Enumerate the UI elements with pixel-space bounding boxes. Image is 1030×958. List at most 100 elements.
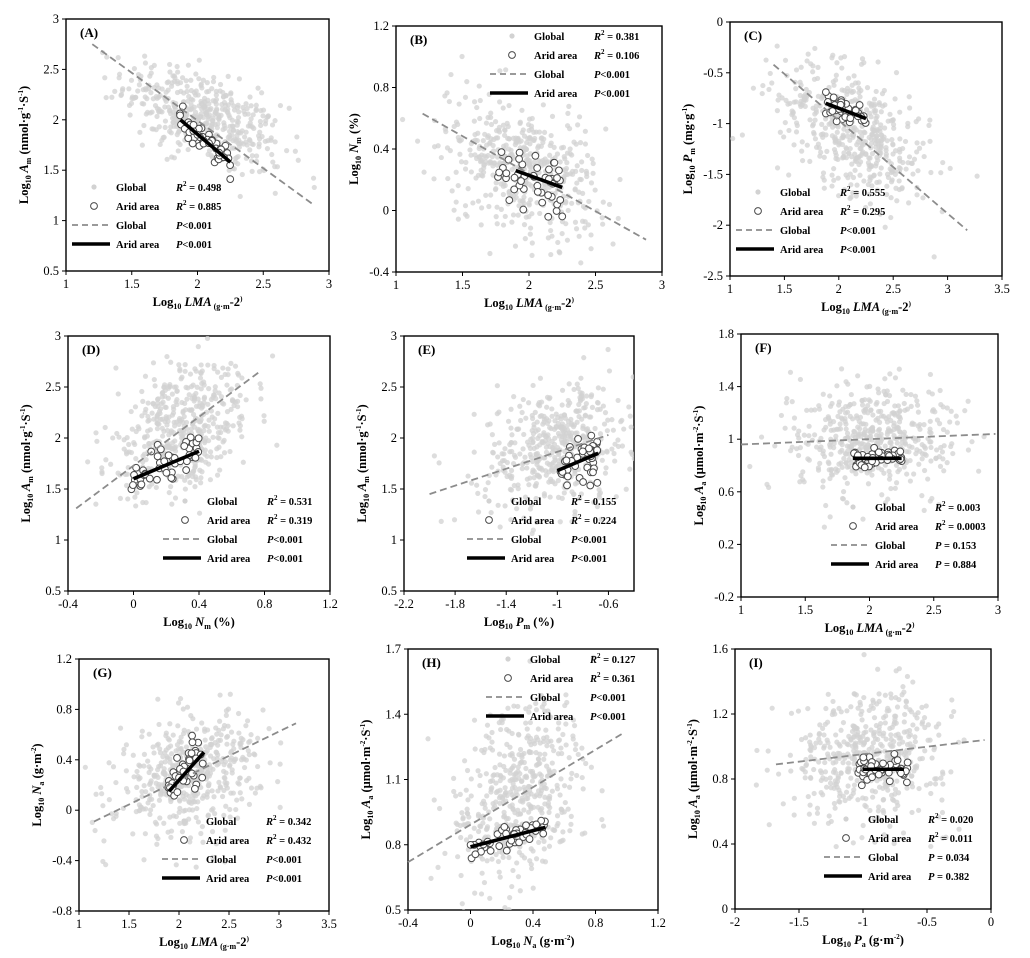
global-point: [588, 246, 594, 252]
global-point: [134, 768, 140, 775]
y-axis-label: Log10 Aa (μmol·m-2·S-1): [692, 406, 708, 526]
legend-arid-circle: [504, 674, 512, 682]
global-point: [875, 808, 881, 814]
global-point: [867, 177, 873, 184]
global-point: [888, 485, 894, 492]
global-point: [565, 806, 571, 812]
global-point: [527, 136, 533, 142]
global-point: [172, 438, 178, 444]
x-tick-label: 2.5: [221, 917, 237, 931]
global-point: [839, 464, 845, 470]
global-point: [171, 73, 177, 79]
global-point: [811, 820, 818, 826]
global-point: [529, 778, 535, 784]
global-point: [577, 176, 583, 182]
global-point: [798, 64, 804, 70]
global-point: [217, 467, 223, 473]
global-point: [219, 793, 226, 800]
global-point: [857, 94, 863, 100]
arid-point: [190, 784, 199, 793]
global-point: [195, 819, 201, 825]
global-point: [523, 765, 529, 772]
global-point: [145, 800, 151, 806]
panel-label: (D): [82, 342, 100, 357]
panel-label: (F): [755, 340, 772, 355]
global-point: [933, 455, 939, 462]
global-point: [130, 752, 136, 758]
x-tick-label: 0.8: [588, 916, 604, 930]
global-point: [823, 705, 829, 712]
global-point: [903, 704, 909, 710]
arid-points: [494, 148, 567, 221]
global-point: [152, 102, 159, 109]
global-point: [557, 250, 563, 256]
global-point: [555, 458, 561, 464]
global-point: [508, 475, 515, 482]
y-tick-label: 1.5: [43, 163, 59, 177]
global-point: [505, 705, 511, 711]
global-point: [490, 142, 496, 149]
global-point: [461, 909, 466, 910]
global-point: [897, 109, 903, 115]
global-point: [813, 740, 819, 746]
global-point: [839, 65, 845, 71]
global-point: [896, 696, 902, 703]
global-point: [169, 154, 175, 160]
global-point: [198, 362, 204, 368]
y-tick-label: 0.5: [43, 264, 59, 278]
global-point: [823, 502, 829, 509]
global-point: [467, 834, 474, 840]
global-point: [949, 697, 955, 703]
global-point: [483, 154, 489, 160]
global-point: [821, 743, 827, 749]
global-point: [897, 136, 903, 142]
global-point: [225, 371, 231, 378]
global-point: [475, 509, 482, 515]
global-point: [169, 501, 175, 507]
global-point: [821, 427, 827, 433]
global-point: [925, 476, 931, 482]
global-point: [511, 394, 517, 400]
global-point: [851, 782, 858, 788]
global-point: [812, 117, 818, 123]
y-tick-label: 1.7: [385, 642, 401, 656]
global-point: [821, 453, 828, 460]
global-point: [485, 480, 491, 486]
global-point: [237, 790, 243, 796]
global-point: [874, 179, 880, 186]
global-point: [847, 171, 853, 177]
global-point: [175, 148, 181, 154]
global-point: [897, 165, 903, 172]
global-point: [185, 62, 192, 68]
global-point: [807, 747, 813, 753]
global-point: [125, 496, 131, 502]
global-point: [247, 147, 253, 153]
global-point: [261, 413, 267, 419]
global-point: [940, 456, 946, 462]
global-point: [206, 88, 212, 94]
global-point: [168, 834, 174, 840]
global-point: [229, 145, 235, 151]
global-point: [164, 156, 170, 162]
global-point: [609, 446, 615, 452]
global-point: [228, 97, 234, 103]
global-point: [474, 482, 480, 488]
global-point: [612, 458, 618, 464]
global-point: [907, 707, 913, 713]
y-axis-label: Log10 Pm (mg·g-1): [681, 104, 697, 195]
global-point: [208, 152, 214, 158]
global-point: [782, 425, 788, 431]
global-point: [907, 478, 913, 484]
global-point: [274, 164, 281, 170]
global-point: [451, 775, 457, 781]
global-point: [853, 471, 859, 477]
global-point: [529, 240, 535, 246]
global-point: [515, 764, 521, 770]
global-point: [494, 383, 500, 389]
global-point: [533, 495, 539, 502]
global-point: [588, 394, 594, 400]
global-point: [600, 823, 607, 829]
global-point: [235, 404, 241, 410]
global-point: [237, 427, 243, 433]
global-point: [521, 431, 527, 438]
